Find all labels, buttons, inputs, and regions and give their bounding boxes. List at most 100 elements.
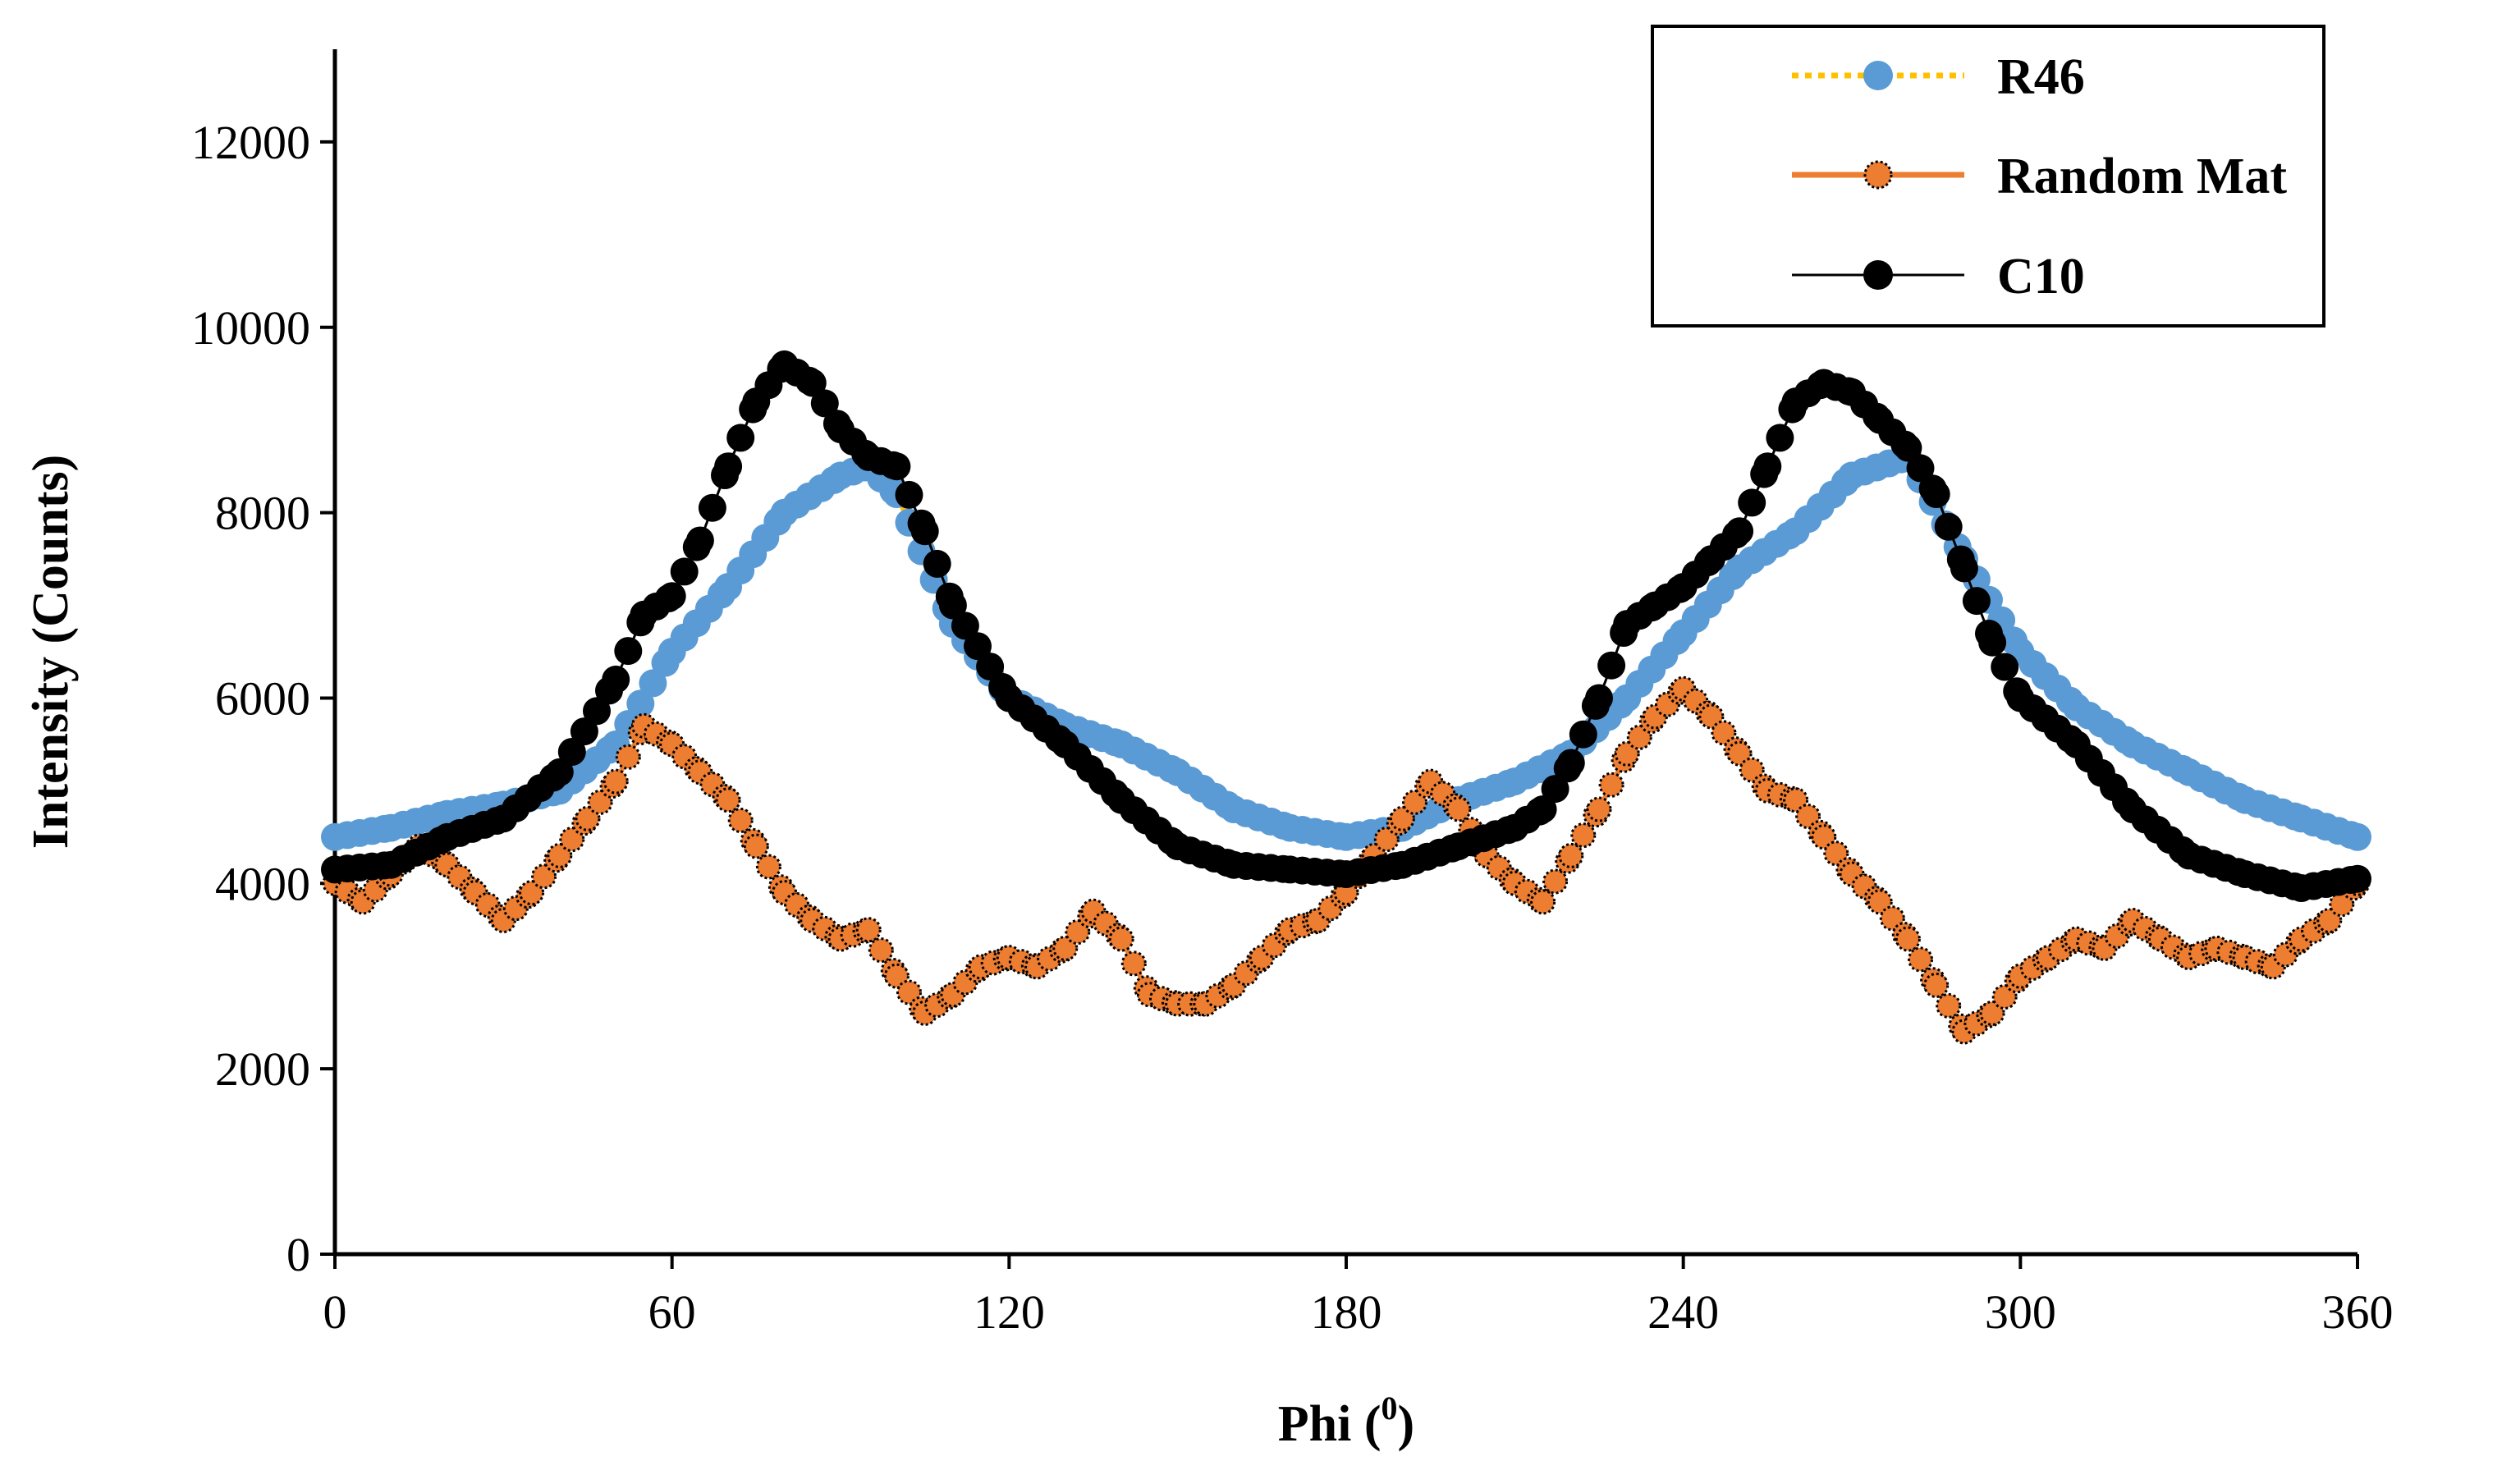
- data-point: [1698, 703, 1725, 730]
- data-point: [1528, 795, 1557, 823]
- y-tick-label: 10000: [191, 301, 310, 355]
- data-point: [1726, 740, 1753, 767]
- data-point: [575, 805, 601, 831]
- data-point: [559, 827, 585, 853]
- data-point: [2316, 908, 2343, 933]
- y-tick-label: 2000: [215, 1042, 310, 1096]
- data-point: [1753, 452, 1782, 481]
- data-point: [976, 653, 1005, 681]
- data-point: [583, 697, 611, 726]
- data-point: [1811, 824, 1837, 850]
- data-point: [1991, 984, 2018, 1010]
- data-point: [2329, 891, 2355, 918]
- data-point: [1738, 488, 1766, 517]
- data-point: [895, 480, 923, 509]
- data-point: [1446, 796, 1472, 822]
- data-point: [964, 632, 992, 661]
- legend-items: R46 Random Mat C10: [1792, 49, 2287, 305]
- y-tick-label: 12000: [191, 116, 310, 169]
- x-axis-title-end: ): [1398, 1396, 1415, 1452]
- x-axis-title: Phi (0): [1278, 1390, 1414, 1452]
- data-point: [1895, 926, 1921, 952]
- y-tick-label: 0: [286, 1228, 310, 1281]
- x-tick-label: 180: [1311, 1285, 1382, 1339]
- series-random-mat: [322, 676, 2371, 1045]
- data-point: [685, 526, 714, 555]
- data-point: [639, 669, 667, 698]
- data-point: [1923, 973, 1950, 998]
- data-point: [1402, 789, 1427, 815]
- data-point: [1766, 424, 1794, 452]
- data-point: [1936, 992, 1962, 1019]
- data-point: [1739, 757, 1765, 783]
- data-point: [1108, 926, 1134, 952]
- data-point: [1120, 950, 1147, 977]
- legend-marker: [1863, 260, 1893, 290]
- data-point: [882, 452, 911, 481]
- x-tick-label: 360: [2322, 1285, 2394, 1339]
- x-tick-label: 60: [648, 1285, 696, 1339]
- data-point: [743, 833, 769, 859]
- data-point: [1795, 804, 1821, 830]
- data-point: [1558, 842, 1584, 868]
- y-tick-label: 8000: [215, 487, 310, 540]
- y-ticks: 0 2000 4000 6000 8000 10000 12000: [191, 116, 335, 1281]
- data-point: [1626, 724, 1652, 750]
- data-point: [726, 424, 755, 452]
- data-point: [883, 963, 910, 989]
- data-point: [557, 738, 586, 766]
- data-point: [670, 557, 699, 586]
- legend-label: C10: [1997, 249, 2085, 305]
- data-point: [896, 979, 922, 1005]
- data-point: [1570, 822, 1597, 849]
- data-point: [1541, 775, 1569, 804]
- data-point: [923, 549, 951, 578]
- data-point: [587, 789, 613, 815]
- data-point: [1373, 827, 1400, 853]
- data-point: [519, 880, 545, 906]
- x-tick-label: 300: [1985, 1285, 2056, 1339]
- data-point: [626, 689, 655, 718]
- data-point: [1586, 796, 1612, 822]
- y-axis-title: Intensity (Counts): [23, 455, 79, 850]
- data-point: [1614, 740, 1640, 767]
- data-point: [2344, 864, 2371, 893]
- legend-marker: [1863, 61, 1893, 90]
- x-tick-label: 0: [323, 1285, 347, 1339]
- legend-marker: [1863, 160, 1893, 190]
- data-point: [910, 517, 939, 546]
- data-point: [570, 717, 598, 746]
- data-point: [602, 665, 630, 694]
- data-point: [855, 917, 882, 943]
- data-point: [1894, 433, 1922, 462]
- data-point: [1052, 935, 1079, 961]
- data-point: [755, 854, 781, 880]
- data-point: [810, 389, 839, 418]
- data-point: [1783, 787, 1809, 813]
- data-point: [714, 452, 743, 481]
- data-point: [715, 787, 741, 813]
- data-point: [1991, 653, 2019, 681]
- data-point: [798, 369, 827, 397]
- series-c10: [321, 350, 2371, 902]
- data-point: [603, 768, 629, 795]
- x-axis-title-main: Phi (: [1278, 1396, 1382, 1452]
- data-point: [1867, 889, 1893, 915]
- data-point: [1530, 889, 1556, 915]
- data-point: [1979, 1000, 2005, 1026]
- data-point: [1065, 919, 1091, 945]
- x-tick-label: 240: [1647, 1285, 1719, 1339]
- data-point: [1569, 720, 1597, 749]
- data-point: [1542, 868, 1569, 895]
- data-point: [868, 937, 894, 964]
- data-point: [1950, 554, 1978, 583]
- legend-box: [1651, 25, 2325, 327]
- data-point: [545, 758, 574, 786]
- data-point: [658, 582, 686, 611]
- data-point: [1823, 840, 1849, 867]
- data-point: [938, 591, 967, 620]
- data-point: [1585, 684, 1613, 712]
- data-point: [1908, 946, 1933, 973]
- x-tick-label: 120: [974, 1285, 1045, 1339]
- y-tick-label: 4000: [215, 857, 310, 910]
